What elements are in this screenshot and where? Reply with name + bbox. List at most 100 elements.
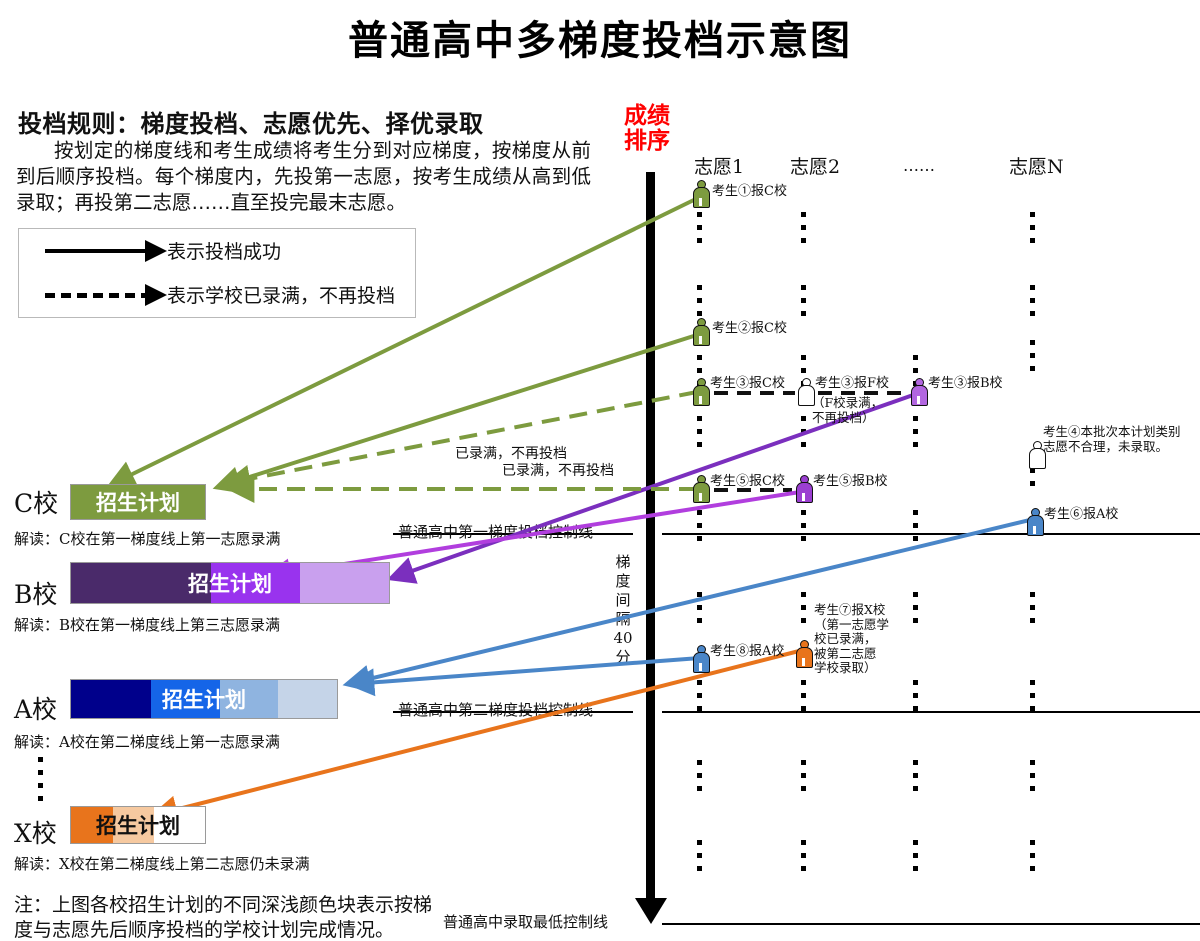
- label-candidate2-wish1: 考生②报C校: [712, 321, 787, 336]
- column-header-wishN: 志愿N: [1009, 156, 1064, 178]
- rule-body-text: 按划定的梯度线和考生成绩将考生分到对应梯度，按梯度从前到后顺序投档。每个梯度内，…: [16, 139, 591, 214]
- note-candidate3-wish2: （F校录满， 不再投档）: [812, 395, 884, 425]
- score-order-line1: 成绩: [624, 103, 670, 129]
- dot-guide-col2-e: [801, 510, 806, 549]
- legend-box: 表示投档成功 表示学校已录满，不再投档: [18, 228, 416, 318]
- school-bar-b-seg1: [71, 563, 211, 603]
- dot-guide-col2-f: [801, 592, 806, 631]
- note-candidate3-line1: （F校录满，: [812, 395, 884, 410]
- person-icon-candidate2-wish1: [692, 318, 710, 346]
- school-bar-c-seg1: [71, 485, 205, 519]
- dashed-arrow-head-icon: [145, 284, 167, 306]
- person-icon-candidate8-wish1: [692, 645, 710, 673]
- school-bar-b: 招生计划: [70, 562, 390, 604]
- person-icon-candidate7-wish2: [795, 640, 813, 668]
- person-icon-candidate5-wish2: [795, 475, 813, 503]
- note-candidate7-line2: 校已录满，: [814, 631, 877, 646]
- school-name-x: X校: [14, 819, 57, 848]
- label-candidate3-wish3: 考生③报B校: [928, 376, 1003, 391]
- dot-guide-col2-g: [801, 680, 806, 719]
- legend-full-label: 表示学校已录满，不再投档: [167, 285, 396, 307]
- dot-guide-colN-c: [1030, 340, 1035, 379]
- label-candidate3-wish2: 考生③报F校: [815, 376, 890, 391]
- school-bar-a-seg1: [71, 680, 151, 718]
- label-candidate5-wish2: 考生⑤报B校: [813, 474, 888, 489]
- label-candidate8-wish1: 考生⑧报A校: [710, 644, 785, 659]
- dot-guide-col3-f: [913, 592, 918, 631]
- school-bar-x-seg1: [71, 807, 113, 843]
- dot-guide-col1-a: [697, 212, 702, 251]
- column-header-wish2: 志愿2: [790, 156, 841, 178]
- legend-row-success: 表示投档成功: [19, 229, 415, 273]
- school-note-b: 解读：B校在第一梯度线上第三志愿录满: [14, 616, 281, 634]
- dot-guide-col3-e: [913, 510, 918, 549]
- school-bar-x: 招生计划: [70, 806, 206, 844]
- note-candidate4-line2: 志愿不合理，未录取。: [1043, 438, 1169, 454]
- school-name-a: A校: [14, 695, 58, 724]
- bottom-note: 注：上图各校招生计划的不同深浅颜色块表示按梯度与志愿先后顺序投档的学校计划完成情…: [14, 894, 433, 941]
- school-bar-x-seg2: [112, 807, 155, 843]
- dot-guide-colN-b: [1030, 285, 1035, 324]
- dashed-arrow-line-icon: [45, 293, 151, 298]
- school-name-c: C校: [14, 489, 59, 518]
- control-line-1-label: 普通高中第一梯度投档控制线: [398, 523, 594, 541]
- school-bar-c: 招生计划: [70, 484, 206, 520]
- gradient-gap-label: 梯度间隔40分: [613, 553, 633, 666]
- dot-guide-col1-f: [697, 592, 702, 631]
- flow-label-full-1: 已录满，不再投档: [455, 446, 567, 462]
- school-bar-a-seg2: [150, 680, 220, 718]
- arrow-c6-to-aschool: [342, 517, 1035, 693]
- dot-guide-colN-f: [1030, 592, 1035, 631]
- solid-arrow-head-icon: [145, 240, 167, 262]
- label-candidate1-wish1: 考生①报C校: [712, 184, 787, 199]
- note-candidate4-line1: 考生④本批次本计划类别: [1043, 424, 1181, 439]
- legend-success-label: 表示投档成功: [167, 241, 282, 263]
- dot-guide-colN-h: [1030, 760, 1035, 799]
- school-bar-a-seg4: [278, 680, 337, 718]
- flow-label-full-2: 已录满，不再投档: [502, 463, 614, 479]
- school-note-x: 解读：X校在第二梯度线上第二志愿仍未录满: [14, 855, 310, 873]
- note-candidate7-line3: 被第二志愿: [814, 645, 877, 661]
- school-note-a: 解读：A校在第二梯度线上第一志愿录满: [14, 733, 280, 751]
- rule-heading: 投档规则：梯度投档、志愿优先、择优录取: [18, 110, 484, 138]
- legend-row-full: 表示学校已录满，不再投档: [19, 273, 415, 317]
- column-header-wish1: 志愿1: [694, 156, 745, 178]
- person-icon-candidate4: [1028, 441, 1046, 469]
- person-icon-candidate6-wish1: [1026, 508, 1044, 536]
- control-line-1-right: [662, 533, 1200, 535]
- school-bar-a: 招生计划: [70, 679, 338, 719]
- person-icon-candidate5-wish1: [692, 475, 710, 503]
- school-bar-a-seg3: [219, 680, 279, 718]
- dot-guide-col2-a: [801, 212, 806, 251]
- dot-guide-col3-g: [913, 680, 918, 719]
- person-icon-candidate1-wish1: [692, 180, 710, 208]
- dot-guide-col3-i: [913, 840, 918, 879]
- school-name-b: B校: [14, 580, 58, 609]
- note-candidate7-line1: （第一志愿学: [814, 616, 890, 632]
- dot-guide-colN-g: [1030, 680, 1035, 719]
- dot-guide-col2-b: [801, 285, 806, 324]
- note-candidate7: 考生⑦报X校 （第一志愿学 校已录满， 被第二志愿 学校录取）: [814, 602, 890, 676]
- control-line-3-right: [662, 923, 1200, 925]
- person-icon-candidate3-wish3: [910, 378, 928, 406]
- dot-guide-col1-d: [697, 416, 702, 455]
- arrow-c3-to-cschool-dashed: [222, 390, 698, 493]
- school-list-ellipsis: [38, 757, 43, 809]
- person-icon-candidate3-wish1: [692, 378, 710, 406]
- dot-guide-colN-a: [1030, 212, 1035, 251]
- label-candidate5-wish1: 考生⑤报C校: [710, 474, 785, 489]
- note-candidate4: 考生④本批次本计划类别 志愿不合理，未录取。: [1043, 424, 1181, 454]
- column-header-ellipsis: ……: [903, 156, 935, 175]
- note-candidate3-line2: 不再投档）: [812, 409, 875, 425]
- dot-guide-col1-g: [697, 680, 702, 719]
- label-candidate7-wish2: 考生⑦报X校: [814, 602, 886, 617]
- control-line-2-label: 普通高中第二梯度投档控制线: [398, 701, 594, 719]
- dot-guide-col2-i: [801, 840, 806, 879]
- score-axis-arrow-icon: [635, 898, 667, 924]
- score-order-label: 成绩 排序: [624, 104, 670, 154]
- school-bar-b-seg2: [210, 563, 300, 603]
- dot-guide-colN-i: [1030, 840, 1035, 879]
- arrow-c2-to-cschool: [212, 332, 701, 494]
- person-icon-candidate3-wish2: [797, 378, 815, 406]
- dot-guide-col2-h: [801, 760, 806, 799]
